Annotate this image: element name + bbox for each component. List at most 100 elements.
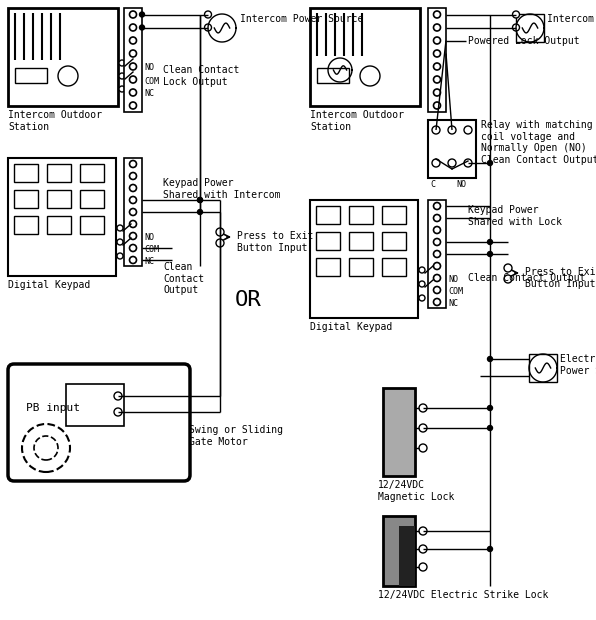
Bar	[310, 8, 420, 106]
Text: Powered Lock Output: Powered Lock Output	[468, 35, 580, 45]
Bar	[383, 388, 415, 476]
Bar	[124, 8, 142, 112]
Bar	[349, 232, 373, 250]
Circle shape	[419, 545, 427, 553]
Bar	[516, 14, 544, 42]
Text: Clean
Contact
Output: Clean Contact Output	[163, 262, 204, 295]
Bar	[47, 164, 71, 182]
Circle shape	[133, 60, 139, 66]
Bar	[317, 68, 349, 83]
Circle shape	[433, 89, 440, 96]
Circle shape	[129, 244, 136, 252]
Bar	[399, 526, 415, 586]
Circle shape	[119, 73, 125, 79]
Circle shape	[488, 252, 492, 257]
Circle shape	[117, 239, 123, 245]
Text: C: C	[430, 180, 435, 189]
Circle shape	[433, 239, 440, 246]
Text: Digital Keypad: Digital Keypad	[8, 280, 90, 290]
Circle shape	[419, 563, 427, 571]
Circle shape	[129, 11, 136, 18]
Circle shape	[433, 50, 440, 57]
Bar	[8, 158, 116, 276]
Text: NC: NC	[448, 299, 458, 308]
Circle shape	[129, 89, 136, 96]
Text: Intercom Outdoor
Station: Intercom Outdoor Station	[310, 110, 404, 131]
Circle shape	[419, 424, 427, 432]
Text: 12/24VDC
Magnetic Lock: 12/24VDC Magnetic Lock	[378, 480, 454, 502]
Circle shape	[129, 221, 136, 228]
Bar	[382, 258, 406, 276]
Circle shape	[488, 161, 492, 166]
Text: Intercom Outdoor
Station: Intercom Outdoor Station	[8, 110, 102, 131]
Bar	[47, 216, 71, 234]
Bar	[124, 158, 142, 266]
Text: Clean Contact
Lock Output: Clean Contact Lock Output	[163, 65, 240, 87]
Bar	[383, 516, 415, 586]
Circle shape	[433, 76, 440, 83]
Circle shape	[58, 66, 78, 86]
Circle shape	[419, 404, 427, 412]
Circle shape	[419, 444, 427, 452]
Circle shape	[419, 527, 427, 535]
Text: Keypad Power
Shared with Intercom: Keypad Power Shared with Intercom	[163, 178, 281, 200]
Bar	[316, 258, 340, 276]
Circle shape	[114, 392, 122, 400]
Text: Intercom Power Source: Intercom Power Source	[240, 14, 364, 24]
Bar	[66, 384, 124, 426]
Circle shape	[129, 185, 136, 192]
Circle shape	[139, 25, 144, 30]
Circle shape	[433, 267, 439, 273]
Circle shape	[488, 356, 492, 361]
Text: Electric Lock
Power Source: Electric Lock Power Source	[560, 354, 596, 376]
Circle shape	[433, 281, 439, 287]
Circle shape	[433, 24, 440, 31]
Circle shape	[433, 63, 440, 70]
Text: NO: NO	[448, 275, 458, 284]
Circle shape	[129, 232, 136, 239]
Circle shape	[216, 239, 224, 247]
Bar	[14, 216, 38, 234]
Circle shape	[488, 239, 492, 244]
FancyBboxPatch shape	[8, 364, 190, 481]
Text: NO: NO	[144, 233, 154, 242]
Circle shape	[129, 208, 136, 216]
Bar	[428, 8, 446, 112]
Circle shape	[204, 11, 212, 18]
Text: COM: COM	[144, 76, 159, 86]
Circle shape	[448, 126, 456, 134]
Circle shape	[204, 24, 212, 31]
Circle shape	[197, 198, 203, 203]
Circle shape	[139, 12, 144, 17]
Circle shape	[432, 126, 440, 134]
Bar	[47, 190, 71, 208]
Circle shape	[119, 86, 125, 92]
Circle shape	[504, 275, 512, 283]
Circle shape	[216, 228, 224, 236]
Bar	[8, 8, 118, 106]
Circle shape	[419, 295, 425, 301]
Text: NO: NO	[144, 63, 154, 73]
Text: NC: NC	[144, 257, 154, 266]
Circle shape	[488, 546, 492, 552]
Circle shape	[433, 250, 440, 257]
Circle shape	[419, 267, 425, 273]
Text: COM: COM	[448, 287, 463, 296]
Circle shape	[129, 172, 136, 180]
Text: OR: OR	[235, 290, 262, 310]
Circle shape	[432, 159, 440, 167]
Circle shape	[114, 408, 122, 416]
Circle shape	[433, 295, 439, 301]
Circle shape	[513, 11, 520, 18]
Circle shape	[131, 253, 137, 259]
Circle shape	[433, 11, 440, 18]
Bar	[316, 206, 340, 224]
Bar	[14, 190, 38, 208]
Circle shape	[504, 264, 512, 272]
Text: NO: NO	[456, 180, 466, 189]
Text: Clean Contact Output: Clean Contact Output	[468, 273, 585, 283]
Text: 12/24VDC Electric Strike Lock: 12/24VDC Electric Strike Lock	[378, 590, 548, 600]
Text: Keypad Power
Shared with Lock: Keypad Power Shared with Lock	[468, 205, 562, 226]
Text: Press to Exit
Button Input: Press to Exit Button Input	[237, 231, 313, 252]
Circle shape	[119, 60, 125, 66]
